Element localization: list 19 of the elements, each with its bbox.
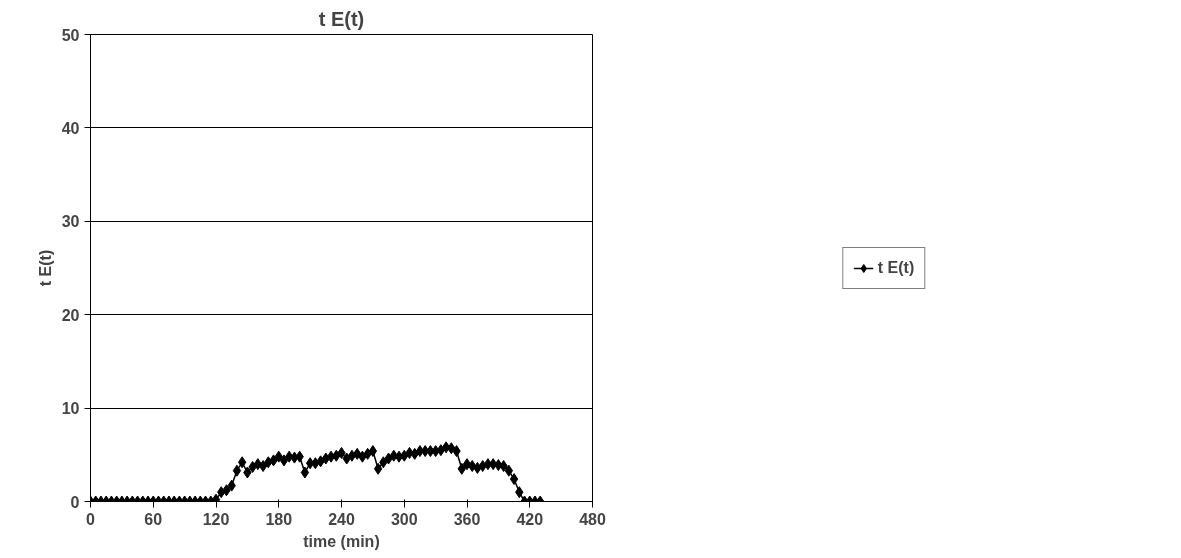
legend-label: t E(t)	[877, 258, 915, 277]
x-tick-label: 60	[144, 510, 163, 528]
x-tick-label: 240	[328, 510, 355, 528]
x-tick-label: 360	[453, 510, 481, 528]
x-tick-label: 480	[579, 510, 606, 528]
y-axis-title: t E(t)	[36, 249, 54, 287]
y-tick-label: 10	[61, 400, 80, 418]
x-tick-label: 120	[202, 510, 230, 528]
x-tick-label: 180	[265, 510, 293, 528]
x-tick-label: 300	[390, 510, 418, 528]
y-tick-label: 20	[61, 306, 80, 324]
y-tick-label: 50	[61, 26, 80, 44]
y-tick-label: 40	[61, 119, 80, 137]
y-tick-label: 30	[61, 213, 80, 231]
x-tick-label: 420	[516, 510, 544, 528]
x-tick-label: 0	[86, 510, 96, 528]
y-tick-label: 0	[70, 493, 80, 511]
chart-title: t E(t)	[318, 7, 365, 30]
x-axis-title: time (min)	[303, 532, 380, 550]
